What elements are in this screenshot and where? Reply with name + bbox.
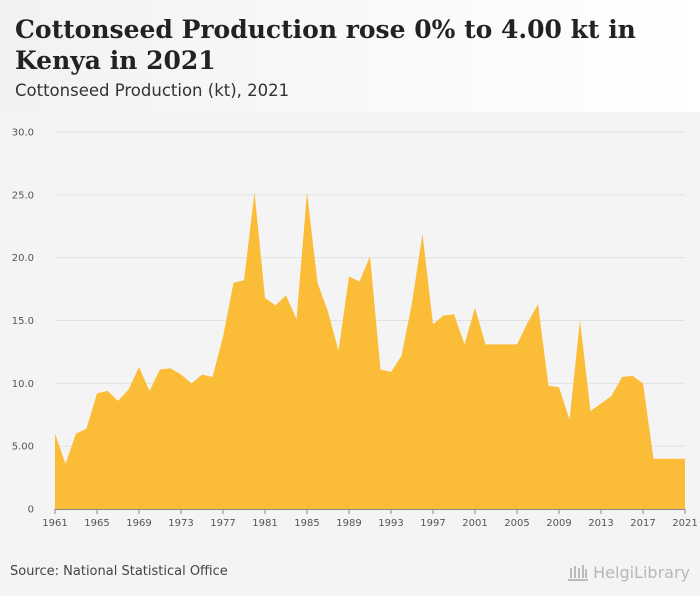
x-axis [54, 509, 686, 514]
x-tick-label: 2001 [462, 518, 487, 529]
y-tick-label: 20.0 [12, 253, 34, 264]
x-tick-label: 2005 [504, 518, 529, 529]
x-tick-label: 1993 [378, 518, 403, 529]
y-tick-label: 30.0 [12, 128, 34, 139]
series-area-path [55, 192, 685, 509]
library-icon [568, 565, 589, 581]
x-tick-label: 1977 [210, 518, 235, 529]
x-tick-label: 2021 [672, 518, 697, 529]
x-tick-label: 1997 [420, 518, 445, 529]
y-tick-label: 25.0 [12, 190, 34, 201]
x-tick-label: 1989 [336, 518, 361, 529]
y-tick-label: 0 [28, 505, 34, 516]
x-tick-label: 1961 [42, 518, 67, 529]
logo-text: HelgiLibrary [593, 562, 690, 582]
brand-logo: HelgiLibrary [567, 560, 690, 584]
series-area [55, 192, 685, 509]
y-tick-label: 15.0 [12, 316, 34, 327]
x-tick-label: 1981 [252, 518, 277, 529]
x-tick-label: 2009 [546, 518, 571, 529]
source-note: Source: National Statistical Office [10, 564, 228, 579]
x-tick-label: 2013 [588, 518, 613, 529]
chart-subtitle: Cottonseed Production (kt), 2021 [15, 81, 290, 100]
y-tick-label: 5.00 [12, 442, 34, 453]
y-axis-labels: 0 5.00 10.0 15.0 20.0 25.0 30.0 [12, 128, 34, 516]
y-tick-label: 10.0 [12, 379, 34, 390]
x-tick-label: 2017 [630, 518, 655, 529]
x-tick-label: 1973 [168, 518, 193, 529]
header: Cottonseed Production rose 0% to 4.00 kt… [0, 0, 700, 112]
x-tick-label: 1985 [294, 518, 319, 529]
x-tick-label: 1969 [126, 518, 151, 529]
x-tick-label: 1965 [84, 518, 109, 529]
x-axis-labels: 1961 1965 1969 1973 1977 1981 1985 1989 1993 1997… [42, 518, 697, 529]
page-title: Cottonseed Production rose 0% to 4.00 kt… [15, 15, 636, 75]
